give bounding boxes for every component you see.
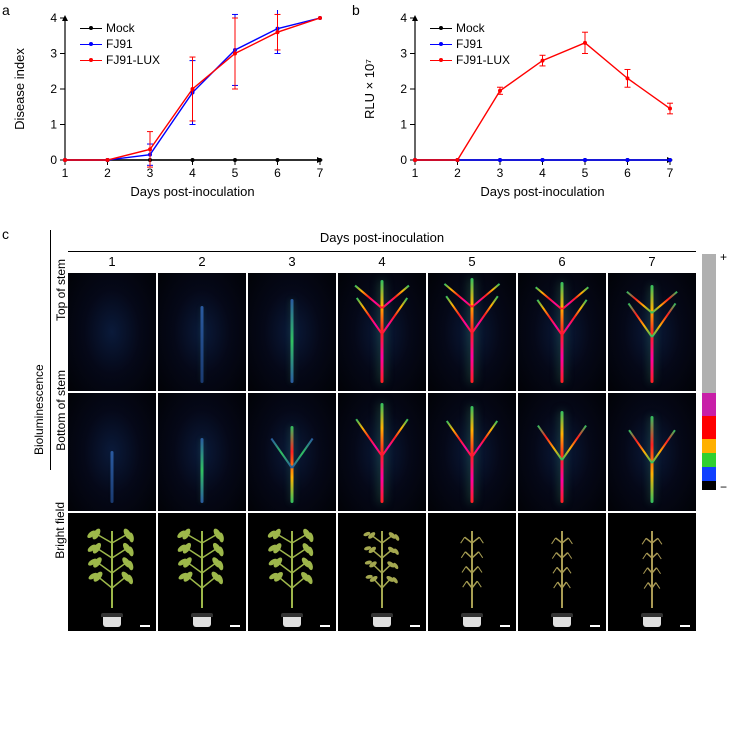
svg-text:3: 3 — [497, 166, 504, 180]
legend-item: FJ91-LUX — [430, 52, 510, 68]
col-header: 7 — [608, 254, 696, 269]
brightfield-row — [68, 513, 696, 631]
svg-text:2: 2 — [400, 82, 407, 96]
panel-c: c Bioluminescence Top of stem Bottom of … — [10, 230, 745, 631]
col-header: 1 — [68, 254, 156, 269]
biolum-cell — [608, 393, 696, 511]
chart-a-svg: 123456701234Days post-inoculationDisease… — [10, 10, 330, 200]
col-header: 5 — [428, 254, 516, 269]
legend-label: Mock — [106, 21, 135, 35]
biolum-cell — [518, 273, 606, 391]
panel-b: b 123456701234Days post-inoculationRLU ×… — [360, 10, 680, 200]
svg-text:3: 3 — [147, 166, 154, 180]
panel-a: a 123456701234Days post-inoculationDisea… — [10, 10, 330, 200]
svg-text:0: 0 — [50, 153, 57, 167]
svg-text:7: 7 — [667, 166, 674, 180]
svg-text:7: 7 — [317, 166, 324, 180]
top-row: a 123456701234Days post-inoculationDisea… — [10, 10, 745, 200]
svg-text:5: 5 — [232, 166, 239, 180]
brightfield-cell — [68, 513, 156, 631]
svg-text:0: 0 — [400, 153, 407, 167]
svg-text:1: 1 — [412, 166, 419, 180]
colorbar: +− — [702, 254, 716, 490]
legend-item: FJ91 — [430, 36, 510, 52]
row-labels: Bioluminescence Top of stem Bottom of st… — [32, 230, 68, 590]
biolum-group-label: Bioluminescence — [32, 290, 46, 530]
svg-text:1: 1 — [50, 118, 57, 132]
biolum-cell — [608, 273, 696, 391]
brightfield-cell — [248, 513, 336, 631]
row1-label: Top of stem — [54, 259, 68, 321]
svg-text:6: 6 — [274, 166, 281, 180]
biolum-cell — [338, 273, 426, 391]
legend-item: Mock — [80, 20, 160, 36]
biolum-cell — [428, 393, 516, 511]
svg-text:2: 2 — [104, 166, 111, 180]
biolum-cell — [518, 393, 606, 511]
biolum-cell — [338, 393, 426, 511]
colorbar-wrap: +− — [696, 254, 716, 490]
chart-a: 123456701234Days post-inoculationDisease… — [10, 10, 330, 200]
legend-label: FJ91-LUX — [106, 53, 160, 67]
svg-text:2: 2 — [50, 82, 57, 96]
legend-item: FJ91-LUX — [80, 52, 160, 68]
svg-text:Disease index: Disease index — [12, 48, 27, 130]
svg-text:3: 3 — [50, 47, 57, 61]
legend-a: Mock FJ91 FJ91-LUX — [80, 20, 160, 68]
svg-text:4: 4 — [189, 166, 196, 180]
biolum-cell — [68, 393, 156, 511]
chart-b: 123456701234Days post-inoculationRLU × 1… — [360, 10, 680, 200]
col-headers: 1234567 — [68, 251, 696, 269]
svg-text:5: 5 — [582, 166, 589, 180]
col-header: 6 — [518, 254, 606, 269]
legend-item: Mock — [430, 20, 510, 36]
panel-c-label: c — [2, 226, 9, 242]
row2-label: Bottom of stem — [54, 370, 68, 451]
svg-text:2: 2 — [454, 166, 461, 180]
panel-c-grid: Days post-inoculation 1234567 — [68, 230, 696, 631]
svg-text:6: 6 — [624, 166, 631, 180]
legend-b: Mock FJ91 FJ91-LUX — [430, 20, 510, 68]
panel-b-label: b — [352, 2, 360, 18]
col-header: 4 — [338, 254, 426, 269]
legend-item: FJ91 — [80, 36, 160, 52]
svg-text:Days post-inoculation: Days post-inoculation — [480, 184, 604, 199]
biolum-top-row — [68, 273, 696, 391]
brightfield-cell — [608, 513, 696, 631]
svg-text:1: 1 — [62, 166, 69, 180]
svg-text:Days post-inoculation: Days post-inoculation — [130, 184, 254, 199]
brightfield-cell — [158, 513, 246, 631]
legend-label: FJ91-LUX — [456, 53, 510, 67]
col-header: 2 — [158, 254, 246, 269]
panel-a-label: a — [2, 2, 10, 18]
biolum-cell — [158, 273, 246, 391]
brightfield-cell — [518, 513, 606, 631]
legend-label: FJ91 — [456, 37, 483, 51]
figure: a 123456701234Days post-inoculationDisea… — [10, 10, 745, 631]
chart-b-svg: 123456701234Days post-inoculationRLU × 1… — [360, 10, 680, 200]
panel-c-title: Days post-inoculation — [68, 230, 696, 245]
row3-label: Bright field — [53, 502, 67, 559]
svg-text:4: 4 — [50, 11, 57, 25]
svg-text:1: 1 — [400, 118, 407, 132]
svg-text:3: 3 — [400, 47, 407, 61]
svg-text:4: 4 — [539, 166, 546, 180]
col-header: 3 — [248, 254, 336, 269]
biolum-bottom-row — [68, 393, 696, 511]
biolum-cell — [428, 273, 516, 391]
svg-text:RLU × 10⁷: RLU × 10⁷ — [362, 59, 377, 119]
biolum-cell — [158, 393, 246, 511]
svg-text:4: 4 — [400, 11, 407, 25]
legend-label: Mock — [456, 21, 485, 35]
biolum-cell — [248, 273, 336, 391]
biolum-cell — [68, 273, 156, 391]
brightfield-cell — [338, 513, 426, 631]
legend-label: FJ91 — [106, 37, 133, 51]
brightfield-cell — [428, 513, 516, 631]
biolum-cell — [248, 393, 336, 511]
